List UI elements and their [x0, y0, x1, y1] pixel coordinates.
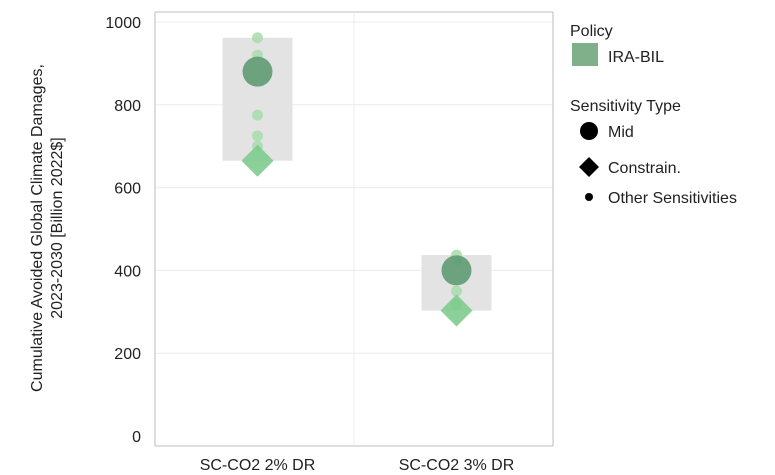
y-tick-label-1000: 1000 — [105, 15, 141, 32]
legend-other-marker — [585, 193, 593, 201]
point-mid-11 — [441, 255, 472, 286]
legend-policy-title: Policy — [570, 23, 613, 40]
y-axis-title: Cumulative Avoided Global Climate Damage… — [29, 64, 66, 392]
point-constrain-13 — [440, 294, 473, 327]
point-other-4 — [252, 130, 263, 142]
y-tick-label-800: 800 — [114, 98, 141, 115]
x-tick-label-2: SC-CO2 3% DR — [399, 457, 515, 474]
legend-mid-marker — [580, 122, 598, 140]
point-other-3 — [252, 109, 263, 121]
y-tick-label-0: 0 — [132, 429, 141, 446]
y-axis-title-line-2: 2023-2030 [Billion 2022$] — [49, 137, 66, 318]
y-tick-label-200: 200 — [114, 346, 141, 363]
legend-swatch-ira-bil — [572, 43, 598, 66]
axes — [154, 11, 554, 447]
x-tick-label-1: SC-CO2 2% DR — [200, 457, 316, 474]
legend-constrain-marker — [579, 157, 599, 177]
point-mid-10 — [242, 56, 273, 87]
legend-item-ira-bil: IRA-BIL — [608, 49, 664, 66]
point-constrain-12 — [241, 144, 274, 177]
legend: Policy IRA-BIL Sensitivity Type Mid Cons… — [570, 23, 737, 207]
legend-item-constrain: Constrain. — [608, 160, 681, 177]
point-other-1 — [252, 32, 263, 44]
y-axis-title-line-1: Cumulative Avoided Global Climate Damage… — [29, 64, 46, 392]
legend-item-other: Other Sensitivities — [608, 190, 737, 207]
data-points — [241, 32, 473, 327]
legend-sensitivity-title: Sensitivity Type — [570, 98, 681, 115]
y-tick-label-600: 600 — [114, 181, 141, 198]
legend-item-mid: Mid — [608, 124, 634, 141]
point-other-8 — [451, 285, 462, 297]
y-tick-label-400: 400 — [114, 263, 141, 280]
tick-labels: 0 200 400 600 800 1000 SC-CO2 2% DR SC-CO2 3% D… — [105, 15, 514, 474]
